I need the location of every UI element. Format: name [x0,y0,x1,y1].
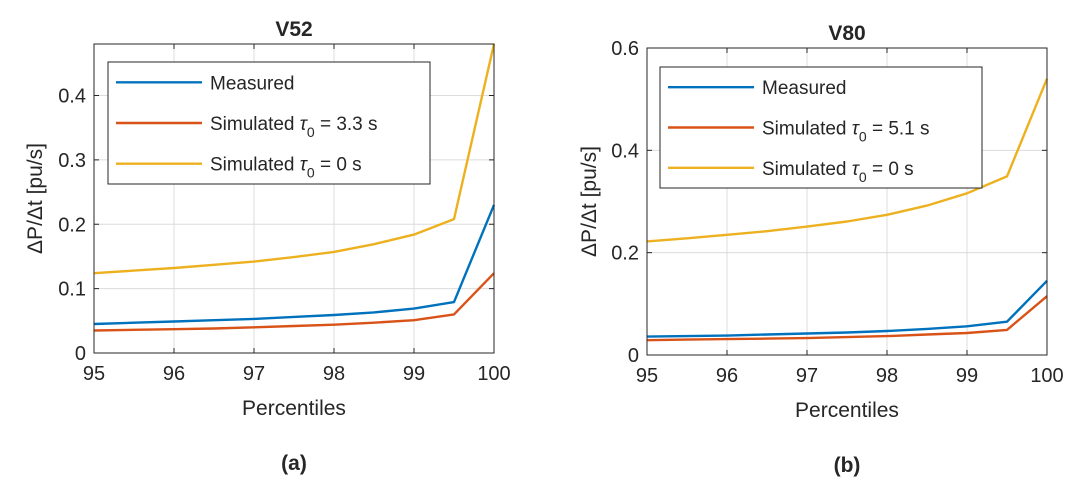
axes-frame [646,47,1048,356]
chart-title: V80 [828,22,865,45]
y-tick-label: 0.1 [58,279,86,301]
x-tick-label: 98 [876,365,898,387]
panel-label: (b) [834,454,861,477]
legend-entry-3: Simulated τ0 = 0 s [762,159,914,185]
y-axis-label: ΔP/Δt [pu/s] [578,146,601,257]
x-tick-label: 95 [83,363,105,385]
series-line-1 [93,204,496,326]
x-tick-label: 100 [477,363,510,385]
legend-entry-1: Measured [210,73,295,94]
y-axis-label: ΔP/Δt [pu/s] [24,143,47,254]
legend-entry-2: Simulated τ0 = 5.1 s [762,119,930,145]
series-line-2 [93,272,495,332]
x-tick-label: 99 [403,363,425,385]
y-tick-label: 0.4 [58,86,86,108]
legend: Measured Simulated τ0 = 5.1 s Simulated τ0… [659,66,983,189]
x-tick-label: 98 [323,363,345,385]
y-tick-label: 0 [628,345,639,367]
panel-label: (a) [281,452,307,475]
chart-panel-a: 95 96 97 98 99 100 0 0.1 0.2 0.3 0.4 V52 Percentiles… [24,18,511,475]
x-tick-label: 97 [796,365,818,387]
x-tick-label: 95 [636,365,658,387]
x-tick-label: 96 [716,365,738,387]
y-tick-label: 0.2 [58,214,86,236]
series-line-3 [93,43,496,275]
y-tick-label: 0.3 [58,150,86,172]
y-tick-label: 0.2 [611,243,639,265]
y-tick-label: 0 [75,343,86,365]
legend-entry-1: Measured [762,78,847,99]
series-line-1 [646,279,1048,338]
axes-frame [93,43,495,354]
chart-panel-b: 95 96 97 98 99 100 0 0.2 0.4 0.6 V80 Percentiles ΔP/… [578,22,1064,477]
x-axis-label: Percentiles [242,397,346,420]
series-line-2 [646,295,1048,342]
x-axis-label: Percentiles [795,399,899,422]
y-tick-label: 0.6 [611,38,639,60]
legend-entry-2: Simulated τ0 = 3.3 s [210,114,378,140]
x-tick-label: 97 [243,363,265,385]
legend-entry-3: Simulated τ0 = 0 s [210,155,362,181]
x-tick-label: 100 [1030,365,1063,387]
y-tick-label: 0.4 [611,140,639,162]
legend: Measured Simulated τ0 = 3.3 s Simulated τ0… [107,61,431,185]
x-tick-label: 99 [956,365,978,387]
x-tick-label: 96 [163,363,185,385]
chart-title: V52 [275,18,312,41]
